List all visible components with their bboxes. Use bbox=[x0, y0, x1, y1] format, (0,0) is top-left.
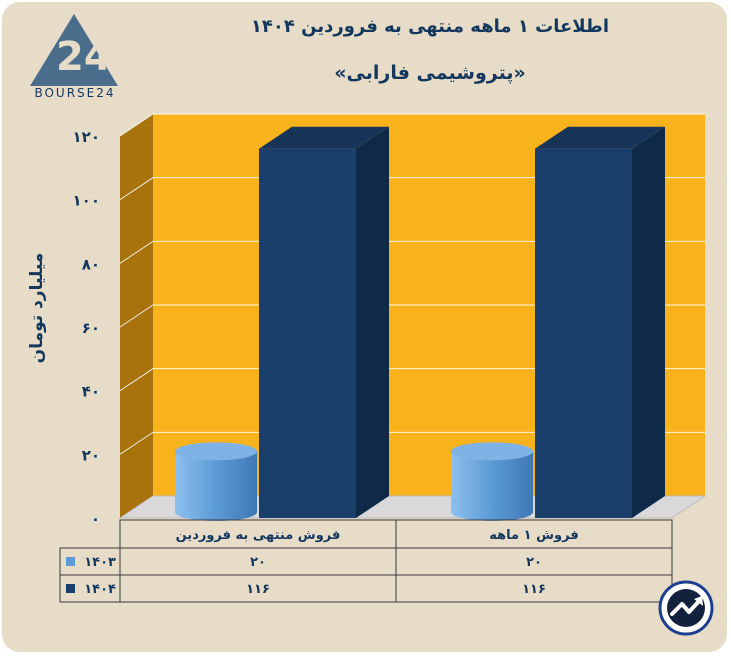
bar-1404-side bbox=[632, 126, 665, 518]
logo-text: BOURSE24 bbox=[34, 86, 116, 100]
x-tick-label: فروش ۱ ماهه bbox=[489, 528, 578, 543]
bar-1403-cylinder-top bbox=[451, 442, 533, 461]
bar-1403-cylinder bbox=[451, 451, 533, 521]
gridline bbox=[119, 240, 705, 264]
bourse24-logo: 24 bbox=[30, 14, 118, 86]
y-tick-label: ۶۰ bbox=[82, 319, 100, 337]
y-tick-label: ۴۰ bbox=[82, 383, 100, 401]
trend-arrow-icon bbox=[670, 598, 702, 616]
data-label: ۱۱۶ bbox=[246, 582, 270, 597]
y-tick-label: ۱۰۰ bbox=[73, 192, 100, 210]
legend-swatch-1 bbox=[66, 584, 75, 593]
chart-subtitle: «پتروشیمی فارابی» bbox=[334, 62, 526, 84]
gridline bbox=[119, 304, 705, 328]
gridline bbox=[119, 177, 705, 201]
data-label: ۱۱۶ bbox=[522, 582, 546, 597]
gridline bbox=[119, 113, 705, 137]
bar-1404-top bbox=[535, 126, 665, 149]
data-label: ۲۰ bbox=[526, 555, 542, 570]
x-tick-label: فروش منتهی به فروردین bbox=[176, 528, 341, 543]
y-tick-label: ۰ bbox=[91, 510, 100, 528]
y-tick-label: ۲۰ bbox=[82, 446, 100, 464]
gridline bbox=[119, 431, 705, 455]
bar-1404-front bbox=[535, 148, 632, 518]
bar-1403-cylinder bbox=[175, 451, 257, 521]
chart-title: اطلاعات ۱ ماهه منتهی به فروردین ۱۴۰۴ bbox=[250, 16, 610, 37]
y-tick-label: ۸۰ bbox=[82, 255, 100, 273]
bar-1404-side bbox=[356, 126, 389, 518]
bar-1403-cylinder-top bbox=[175, 442, 257, 461]
legend-label: ۱۴۰۴ bbox=[84, 582, 116, 597]
bar-1404-front bbox=[259, 148, 356, 518]
bar-1404-top bbox=[259, 126, 389, 149]
legend-swatch-0 bbox=[66, 557, 75, 566]
data-label: ۲۰ bbox=[250, 555, 266, 570]
gridline bbox=[119, 368, 705, 392]
legend-label: ۱۴۰۳ bbox=[84, 555, 116, 570]
y-tick-label: ۱۲۰ bbox=[73, 128, 100, 146]
logo-mark: 24 bbox=[56, 34, 112, 80]
trend-arrowhead-icon bbox=[694, 596, 703, 606]
